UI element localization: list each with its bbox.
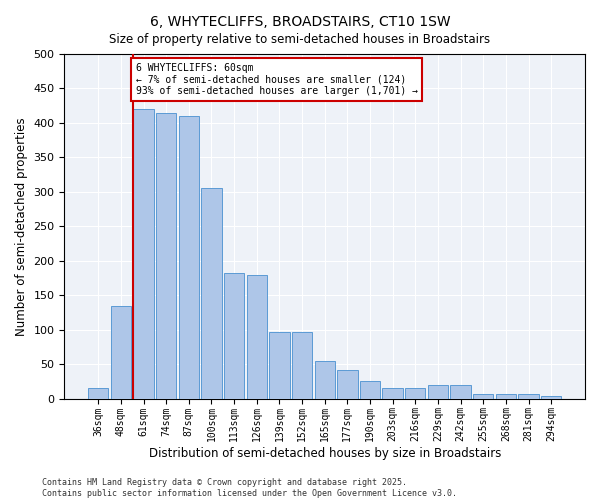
- Bar: [314, 362, 335, 399]
- Bar: [179, 116, 199, 399]
- Y-axis label: Number of semi-detached properties: Number of semi-detached properties: [15, 117, 28, 336]
- Text: 6 WHYTECLIFFS: 60sqm
← 7% of semi-detached houses are smaller (124)
93% of semi-: 6 WHYTECLIFFS: 60sqm ← 7% of semi-detach…: [136, 63, 418, 96]
- Bar: [247, 274, 267, 398]
- Text: Size of property relative to semi-detached houses in Broadstairs: Size of property relative to semi-detach…: [109, 32, 491, 46]
- Bar: [201, 188, 221, 398]
- Bar: [269, 332, 290, 398]
- Bar: [88, 388, 109, 398]
- Bar: [224, 273, 244, 398]
- Bar: [111, 306, 131, 398]
- Bar: [133, 109, 154, 399]
- Bar: [382, 388, 403, 398]
- Bar: [405, 388, 425, 398]
- Text: 6, WHYTECLIFFS, BROADSTAIRS, CT10 1SW: 6, WHYTECLIFFS, BROADSTAIRS, CT10 1SW: [149, 15, 451, 29]
- Text: Contains HM Land Registry data © Crown copyright and database right 2025.
Contai: Contains HM Land Registry data © Crown c…: [42, 478, 457, 498]
- Bar: [428, 385, 448, 398]
- Bar: [337, 370, 358, 398]
- Bar: [541, 396, 562, 398]
- Bar: [156, 112, 176, 399]
- Bar: [473, 394, 493, 398]
- Bar: [496, 394, 516, 398]
- Bar: [292, 332, 312, 398]
- Bar: [360, 380, 380, 398]
- Bar: [518, 394, 539, 398]
- Bar: [451, 385, 471, 398]
- X-axis label: Distribution of semi-detached houses by size in Broadstairs: Distribution of semi-detached houses by …: [149, 447, 501, 460]
